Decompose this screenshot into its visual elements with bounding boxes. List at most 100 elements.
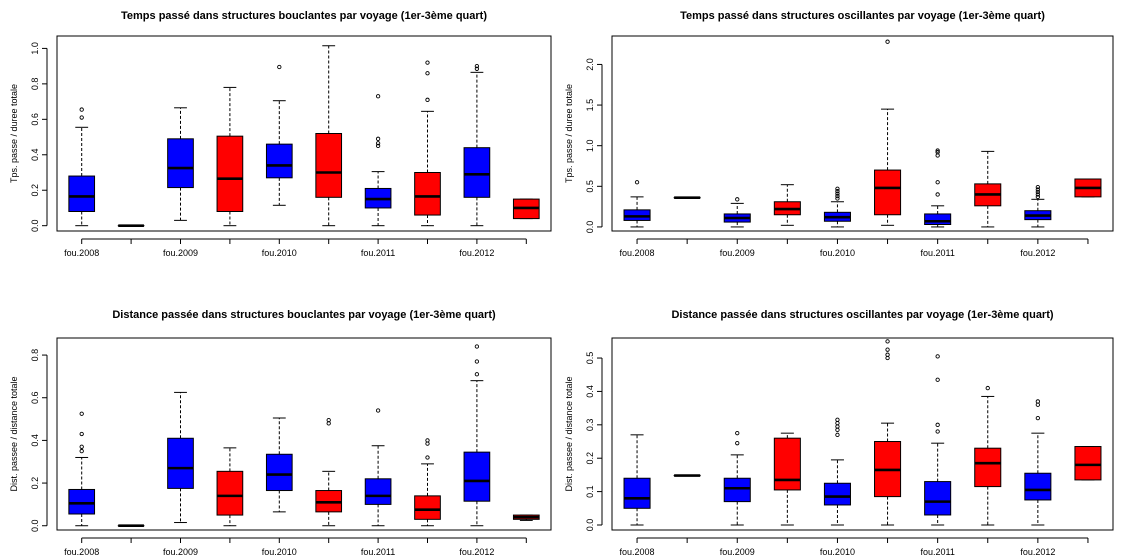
outlier-point [835,432,840,437]
outlier-point [835,193,840,199]
outlier-point [425,455,430,460]
y-tick-label: 0.0 [30,219,40,232]
box-9 [1024,399,1052,526]
box-3 [167,107,194,221]
x-tick-label: fou.2011 [920,547,954,556]
box-body [364,478,392,505]
box-4 [216,447,244,527]
x-tick-label: fou.2010 [262,248,297,258]
outlier-point [885,39,890,44]
y-tick-label: 0.8 [30,349,40,362]
outlier-point [375,143,381,149]
outlier-point [474,66,480,71]
box-body [463,147,491,198]
y-tick-label: 0.4 [30,434,40,447]
box-body [265,453,293,492]
box-10 [1074,178,1102,198]
outlier-point [79,448,84,454]
box-body [723,477,751,503]
box-1 [623,434,651,526]
outlier-point [425,438,430,443]
plot-frame [56,35,552,232]
outlier-point [474,63,480,69]
outlier-point [474,372,480,377]
box-3 [167,391,194,524]
plot-frame [56,337,552,531]
x-tick-label: fou.2010 [262,547,297,556]
x-tick-label: fou.2010 [820,248,855,258]
box-8 [414,438,441,527]
outlier-point [885,352,890,357]
outlier-point [735,441,740,446]
y-axis-label: Dist. passee / distance totale [9,376,19,491]
box-body [265,143,293,179]
box-body [463,451,491,502]
outlier-point [1035,184,1041,190]
outlier-point [474,359,480,364]
box-10 [512,198,540,220]
box-body [874,169,902,216]
box-body [623,477,651,509]
outlier-point [885,339,890,344]
chart-title: Temps passé dans structures bouclantes p… [121,10,487,22]
box-3 [723,431,751,526]
outlier-point [835,417,840,422]
outlier-point [835,186,840,191]
outlier-point [425,97,430,102]
plot-frame [611,35,1114,232]
chart-title: Distance passée dans structures bouclant… [112,309,496,321]
y-tick-label: 0.3 [585,419,595,432]
box-body [167,138,194,189]
y-tick-label: 0.5 [585,180,595,193]
outlier-point [375,408,381,413]
x-tick-label: fou.2008 [620,248,655,258]
y-tick-label: 0.5 [585,352,595,365]
outlier-point [835,196,840,201]
box-body [1024,472,1052,501]
outlier-point [375,141,381,146]
box-9 [463,63,491,227]
chart-panel-2: Temps passé dans structures oscillantes … [564,10,1114,258]
outlier-point [1035,189,1041,195]
outlier-point [277,64,282,70]
outlier-point [425,60,430,65]
box-9 [1024,184,1052,228]
outlier-point [634,180,640,185]
chart-panel-1: Temps passé dans structures bouclantes p… [9,10,552,258]
outlier-point [1035,192,1041,197]
outlier-point [425,71,430,76]
outlier-point [79,115,84,120]
box-8 [974,385,1002,526]
outlier-point [79,411,84,416]
x-tick-label: fou.2012 [459,248,494,258]
x-tick-label: fou.2010 [820,547,855,556]
outlier-point [935,422,940,427]
outlier-point [935,354,940,359]
box-body [414,495,441,520]
outlier-point [735,197,740,202]
box-5 [823,417,851,526]
outlier-point [375,136,381,141]
x-tick-label: fou.2008 [64,547,99,556]
x-tick-label: fou.2009 [720,248,755,258]
outlier-point [835,189,840,194]
box-body [823,482,851,506]
y-tick-label: 0.6 [30,113,40,126]
box-4 [216,86,244,227]
x-tick-label: fou.2009 [720,547,755,556]
box-6 [315,417,343,527]
y-tick-label: 0.2 [585,452,595,465]
x-tick-label: fou.2008 [64,248,99,258]
box-1 [68,411,96,527]
outlier-point [935,180,940,185]
y-tick-label: 0.4 [30,149,40,162]
x-tick-label: fou.2012 [1020,248,1055,258]
box-7 [364,408,392,527]
y-tick-label: 1.5 [585,99,595,112]
outlier-point [326,417,331,423]
y-axis-label: Tps. passe / duree totale [564,84,574,183]
box-body [924,213,952,225]
outlier-point [79,107,84,112]
x-tick-label: fou.2011 [361,248,395,258]
outlier-point [1035,187,1041,192]
